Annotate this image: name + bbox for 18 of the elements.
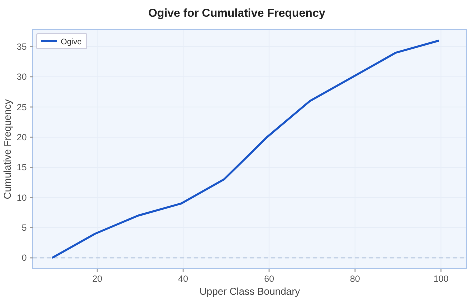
y-tick-label: 10: [16, 192, 27, 203]
x-tick-label: 40: [178, 274, 188, 284]
x-axis-title: Upper Class Boundary: [200, 287, 300, 298]
y-tick-label: 25: [16, 102, 27, 112]
y-tick-label: 15: [16, 162, 27, 173]
y-axis-title: Cumulative Frequency: [3, 99, 14, 200]
chart-title: Ogive for Cumulative Frequency: [148, 8, 326, 20]
x-tick-label: 100: [434, 274, 449, 284]
y-tick-label: 30: [16, 72, 27, 82]
y-tick-label: 20: [16, 132, 27, 142]
x-tick-label: 20: [92, 274, 102, 284]
line-series: [51, 40, 440, 260]
y-tick-label: 5: [22, 222, 27, 233]
y-tick-label: 35: [16, 42, 27, 52]
x-tick-label: 80: [350, 274, 360, 284]
x-tick-label: 60: [264, 274, 274, 284]
y-tick-label: 0: [22, 253, 27, 264]
legend-label: Ogive: [61, 38, 82, 46]
